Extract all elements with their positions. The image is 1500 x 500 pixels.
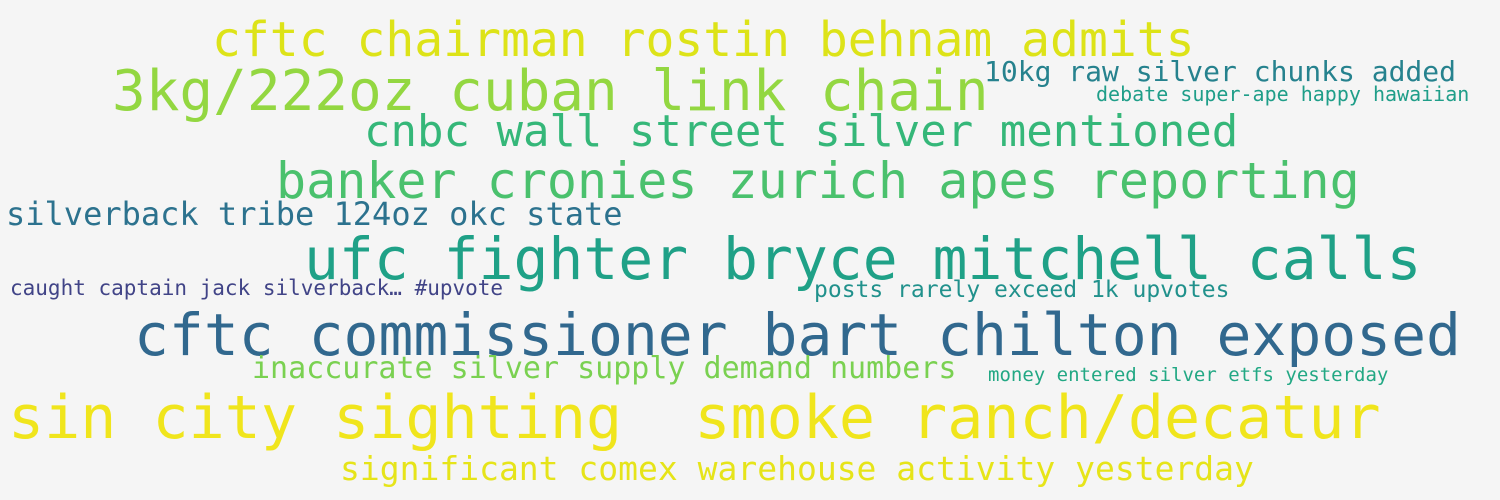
word-phrase: cftc commissioner bart chilton exposed (134, 301, 1461, 369)
word-phrase: debate super-ape happy hawaiian (1096, 82, 1470, 106)
word-phrase: money entered silver etfs yesterday (988, 364, 1389, 386)
word-phrase: 3kg/222oz cuban link chain (112, 59, 989, 124)
word-phrase: 10kg raw silver chunks added (984, 55, 1457, 88)
word-phrase: sin city sighting smoke ranch/decatur (8, 383, 1381, 453)
word-phrase: posts rarely exceed 1k upvotes (814, 277, 1230, 303)
word-phrase: caught captain jack silverback… #upvote (10, 276, 504, 300)
word-phrase: ufc fighter bryce mitchell calls (304, 225, 1422, 293)
word-phrase: cnbc wall street silver mentioned (364, 106, 1239, 157)
word-phrase: banker cronies zurich apes reporting (276, 152, 1360, 210)
word-phrase: inaccurate silver supply demand numbers (252, 351, 957, 386)
word-phrase: significant comex warehouse activity yes… (340, 449, 1254, 488)
word-phrase: silverback tribe 124oz okc state (6, 195, 623, 233)
word-phrase: cftc chairman rostin behnam admits (212, 12, 1195, 68)
